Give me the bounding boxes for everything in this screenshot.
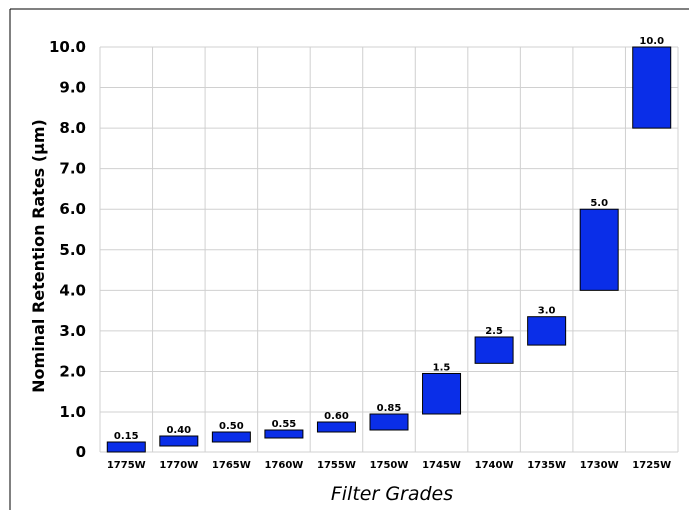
y-axis-ticks: 0 1.0 2.0 3.0 4.0 5.0 6.0 7.0 8.0 9.0 10.0 [49,38,86,461]
y-tick-label: 1.0 [59,403,86,421]
y-tick-label: 4.0 [59,281,86,299]
y-tick-label: 8.0 [59,119,86,137]
x-tick-label: 1770W [159,460,198,471]
bar-value-label: 2.5 [485,326,503,337]
x-axis-title: Filter Grades [331,483,453,505]
bar-value-label: 0.55 [272,419,297,430]
bar-labels: 0.15 0.40 0.50 0.55 0.60 0.85 1.5 2.5 3.0 5.0 10.0 [114,36,664,442]
bar-value-label: 1.5 [433,362,451,373]
bar-1735W [527,316,567,346]
y-axis-title: Nominal Retention Rates (µm) [29,119,48,393]
y-tick-label: 5.0 [59,241,86,259]
y-tick-label: 2.0 [59,362,86,380]
x-tick-label: 1775W [107,460,146,471]
x-axis-ticks: 1775W 1770W 1765W 1760W 1755W 1750W 1745W 1740W… [107,460,671,471]
bar-1725W [632,46,672,129]
x-tick-label: 1740W [475,460,514,471]
bar-value-label: 0.60 [324,411,349,422]
x-tick-label: 1735W [527,460,566,471]
bar-1760W [264,429,304,439]
bars [106,46,672,453]
bar-1730W [579,208,619,291]
bar-1750W [369,413,409,431]
x-tick-label: 1760W [264,460,303,471]
y-tick-label: 10.0 [49,38,86,56]
bar-value-label: 0.15 [114,431,139,442]
bar-value-label: 5.0 [590,198,608,209]
y-tick-label: 3.0 [59,322,86,340]
bar-1745W [422,372,462,415]
bar-value-label: 3.0 [538,306,556,317]
y-tick-label: 7.0 [59,160,86,178]
x-tick-label: 1745W [422,460,461,471]
grid [99,46,679,453]
bar-value-label: 0.40 [166,425,191,436]
x-tick-label: 1765W [212,460,251,471]
x-tick-label: 1750W [370,460,409,471]
bar-1765W [211,431,251,443]
bar-1740W [474,336,514,364]
y-tick-label: 0 [76,443,86,461]
x-tick-label: 1725W [632,460,671,471]
bar-value-label: 0.50 [219,421,244,432]
y-tick-label: 6.0 [59,200,86,218]
x-tick-label: 1730W [580,460,619,471]
bar-1775W [106,441,146,453]
y-tick-label: 9.0 [59,79,86,97]
bar-1755W [316,421,356,433]
bar-value-label: 10.0 [639,36,664,47]
bar-1770W [159,435,199,447]
bar-value-label: 0.85 [377,403,402,414]
x-tick-label: 1755W [317,460,356,471]
